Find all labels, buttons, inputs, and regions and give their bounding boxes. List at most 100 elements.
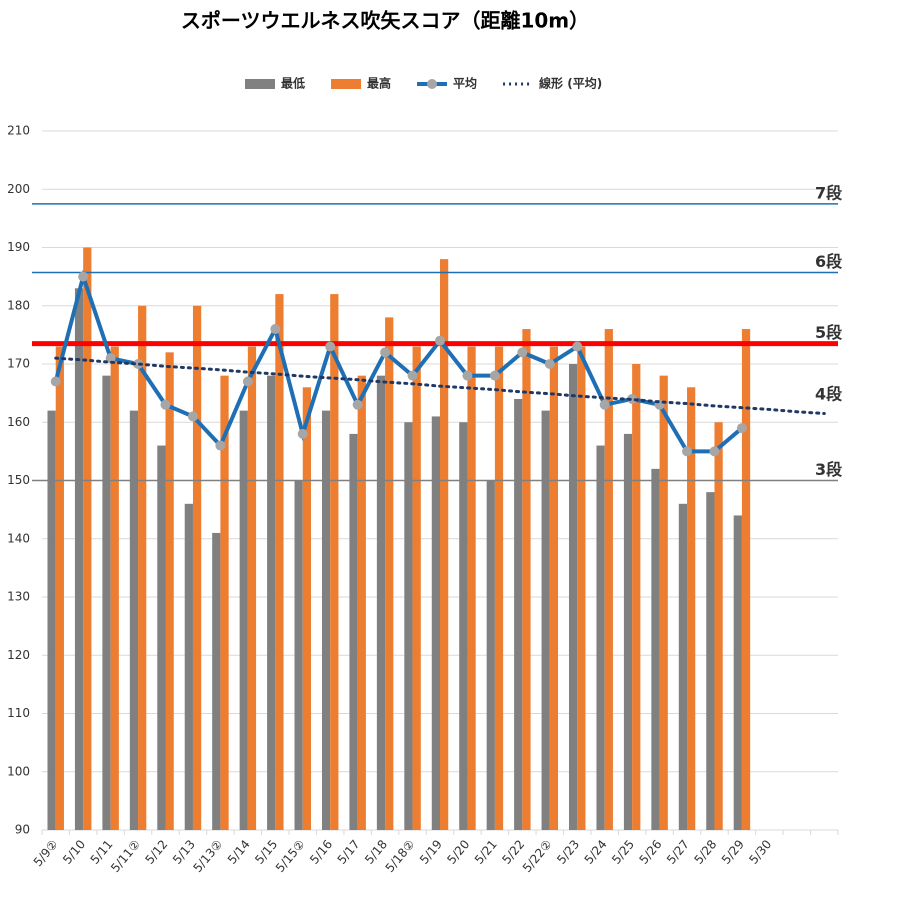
y-tick-label: 150	[7, 473, 30, 487]
avg-marker	[297, 428, 308, 439]
legend-label: 最高	[367, 76, 391, 91]
bar	[741, 329, 751, 830]
avg-marker	[105, 353, 116, 364]
bar	[467, 346, 476, 830]
bar	[55, 346, 64, 830]
bar	[220, 375, 229, 830]
level-label: 6段	[815, 252, 843, 271]
legend-label: 最低	[281, 76, 305, 91]
avg-marker	[160, 399, 171, 410]
x-tick-label: 5/24	[582, 837, 610, 867]
bar	[376, 375, 386, 830]
x-tick-label: 5/13②	[190, 837, 225, 875]
x-tick-label: 5/27	[664, 837, 692, 867]
level-label: 7段	[815, 183, 843, 202]
level-label: 3段	[815, 460, 843, 479]
y-tick-label: 140	[7, 531, 30, 545]
legend-marker	[427, 79, 438, 89]
bar	[349, 433, 358, 830]
level-label: 5段	[815, 323, 843, 342]
bar	[330, 294, 339, 831]
x-tick-label: 5/16	[307, 837, 335, 867]
avg-marker	[270, 324, 281, 335]
legend-label: 平均	[453, 76, 477, 91]
avg-marker	[380, 347, 391, 358]
y-tick-label: 200	[7, 182, 30, 196]
bar	[577, 346, 586, 830]
bar	[184, 503, 193, 830]
avg-marker	[435, 335, 445, 346]
avg-marker	[682, 446, 693, 457]
x-tick-label: 5/25	[609, 837, 637, 867]
bar	[302, 387, 311, 830]
avg-marker	[489, 370, 500, 381]
y-tick-label: 170	[7, 357, 30, 371]
bar	[110, 346, 119, 830]
bar	[239, 410, 248, 830]
bar	[604, 329, 613, 830]
bar	[47, 410, 56, 830]
bar	[459, 422, 468, 830]
x-tick-label: 5/15②	[273, 837, 308, 875]
y-tick-label: 120	[7, 648, 30, 662]
x-tick-label: 5/29	[719, 837, 747, 867]
bar	[541, 410, 550, 830]
x-tick-label: 5/10	[60, 837, 88, 867]
y-tick-label: 180	[7, 298, 30, 312]
avg-marker	[352, 399, 363, 410]
legend-swatch	[331, 79, 362, 89]
bar	[321, 410, 331, 830]
bar	[431, 416, 440, 830]
avg-marker	[187, 411, 198, 422]
bar	[157, 445, 166, 830]
chart-title: スポーツウエルネス吹矢スコア（距離10m）	[181, 9, 589, 33]
bar	[102, 375, 111, 830]
bar	[714, 422, 723, 830]
bar	[687, 387, 696, 830]
bar	[486, 480, 495, 830]
x-tick-label: 5/17	[335, 837, 363, 867]
bar	[706, 492, 715, 830]
bar	[494, 346, 504, 830]
bar	[83, 247, 92, 830]
bar	[733, 515, 742, 830]
bar	[678, 503, 688, 830]
avg-marker	[736, 423, 747, 434]
legend-label: 線形 (平均)	[539, 76, 602, 91]
avg-marker	[407, 370, 418, 381]
x-tick-label: 5/14	[225, 837, 253, 867]
x-tick-label: 5/12	[142, 837, 170, 867]
bar	[569, 364, 578, 830]
bar	[212, 532, 221, 830]
avg-marker	[709, 446, 720, 457]
bar	[357, 375, 366, 830]
avg-marker	[50, 376, 61, 387]
avg-marker	[544, 359, 555, 369]
y-tick-label: 100	[7, 764, 30, 778]
bar	[632, 364, 641, 830]
x-tick-label: 5/30	[746, 837, 774, 867]
x-tick-label: 5/18②	[383, 837, 418, 875]
x-tick-label: 5/26	[637, 837, 665, 867]
x-tick-label: 5/11②	[108, 837, 143, 875]
avg-marker	[242, 376, 253, 387]
bar	[138, 305, 147, 830]
avg-marker	[572, 341, 583, 352]
avg-marker	[325, 341, 336, 352]
x-tick-label: 5/21	[472, 837, 500, 867]
bar	[247, 346, 257, 830]
avg-marker	[627, 393, 638, 404]
legend-swatch	[245, 79, 275, 89]
bar	[275, 294, 284, 831]
y-tick-label: 160	[7, 415, 30, 429]
y-tick-label: 90	[15, 823, 30, 837]
avg-marker	[599, 399, 610, 410]
x-tick-label: 5/23	[554, 837, 582, 867]
bar	[192, 305, 202, 830]
bar	[440, 259, 449, 830]
x-tick-label: 5/22②	[520, 837, 555, 875]
bar	[549, 346, 559, 830]
avg-marker	[517, 347, 528, 358]
bar	[623, 433, 633, 830]
